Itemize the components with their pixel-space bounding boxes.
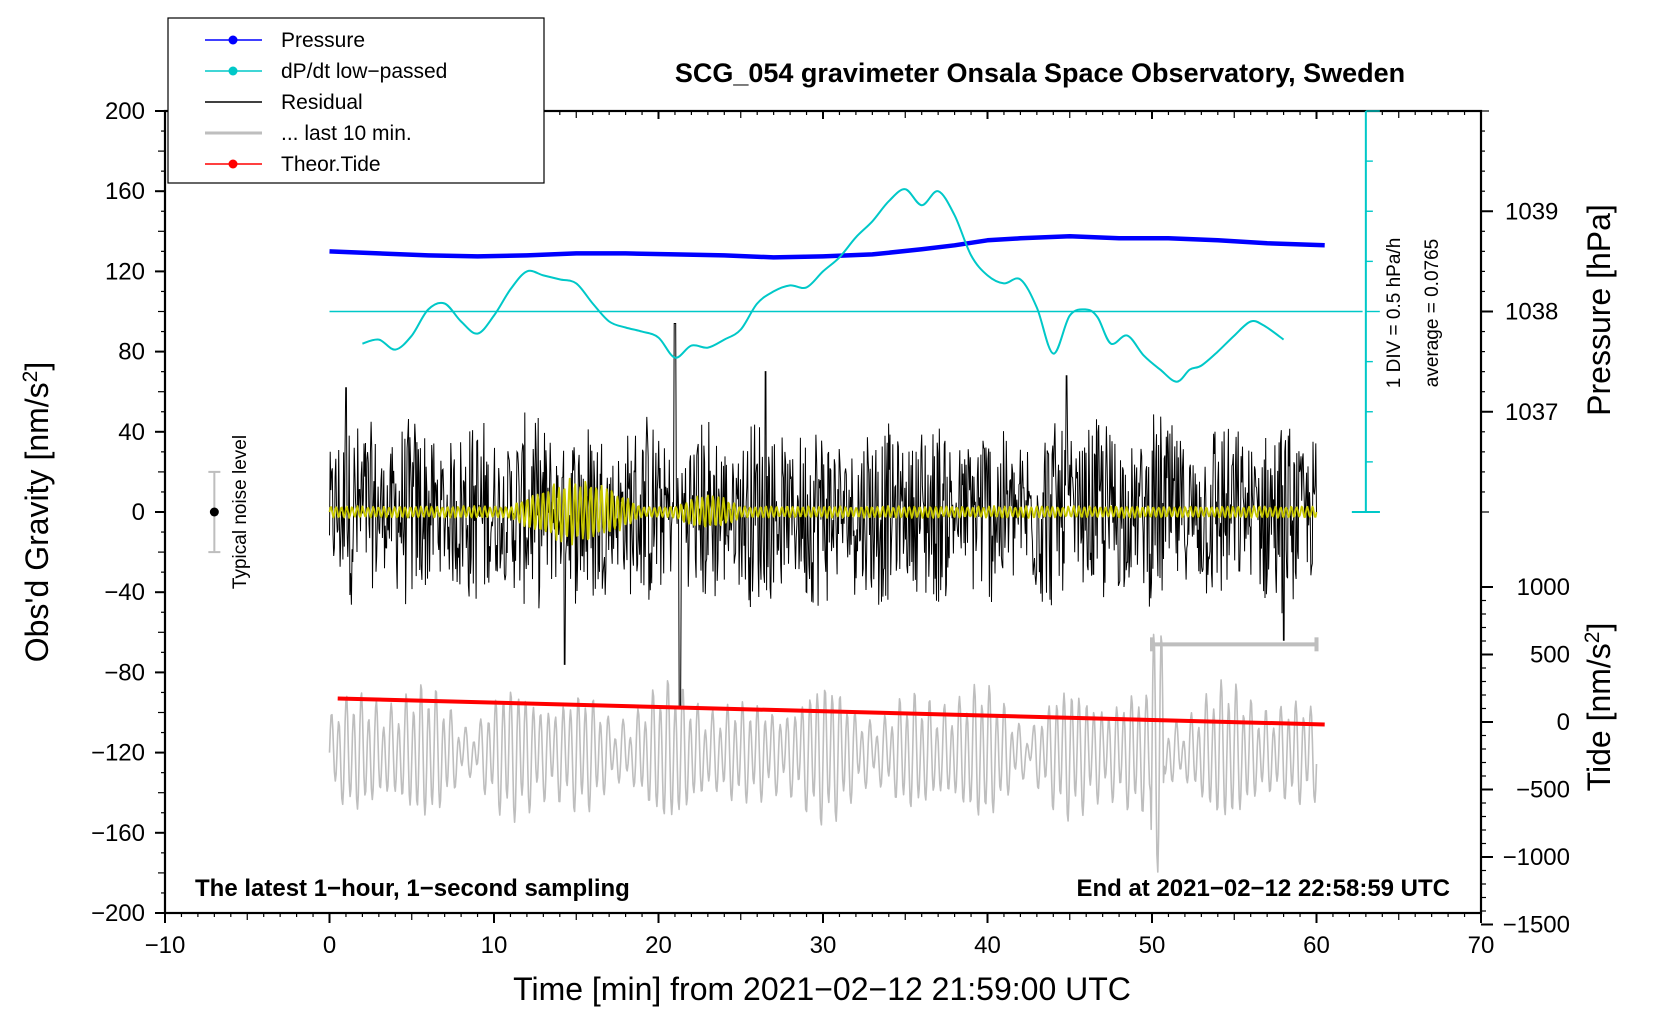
legend-label: ... last 10 min.	[281, 122, 412, 145]
pressure-tick-label: 1037	[1505, 399, 1558, 426]
tide-tick-label: −500	[1516, 777, 1570, 804]
noise-level-marker	[208, 470, 221, 554]
x-axis-label: Time [min] from 2021−02−12 21:59:00 UTC	[513, 971, 1131, 1007]
dpdt-scale-label: 1 DIV = 0.5 hPa/h	[1384, 238, 1405, 389]
chart-title: SCG_054 gravimeter Onsala Space Observat…	[675, 58, 1405, 88]
x-tick-label: 70	[1468, 932, 1495, 959]
theoretical-tide-line	[337, 696, 1325, 727]
y-tick-label: −120	[91, 740, 145, 767]
pressure-axis-label: Pressure [hPa]	[1581, 204, 1617, 416]
y-axis-label-close: ]	[19, 362, 55, 371]
y-tick-label: 40	[118, 419, 145, 446]
tide-axis-label-main: Tide [nm/s	[1581, 643, 1617, 791]
tide-tick-label: 500	[1530, 642, 1570, 669]
y-tick-label: −200	[91, 900, 145, 927]
y-tick-label: −80	[104, 659, 145, 686]
tide-axis-label: Tide [nm/s2]	[1581, 623, 1618, 792]
y-tick-label: −160	[91, 820, 145, 847]
footer-right: End at 2021−02−12 22:58:59 UTC	[1076, 875, 1450, 902]
dpdt-line	[362, 188, 1285, 383]
x-tick-label: 20	[645, 932, 672, 959]
x-tick-label: 50	[1139, 932, 1166, 959]
tide-tick-label: −1500	[1503, 912, 1570, 939]
x-tick-label: −10	[145, 932, 186, 959]
y-tick-label: 160	[105, 178, 145, 205]
y-axis-label: Obs'd Gravity [nm/s2]	[19, 362, 56, 663]
legend-marker	[228, 159, 238, 169]
tide-tick-label: 1000	[1517, 574, 1570, 601]
noise-level-label: Typical noise level	[230, 435, 251, 589]
tide-axis-label-sup: 2	[1581, 632, 1604, 644]
x-tick-label: 0	[323, 932, 336, 959]
y-axis: −200 −160 −120 −80 −40 0 40 80 120 160 200	[91, 98, 165, 927]
dpdt-average-label: average = 0.0765	[1422, 239, 1443, 387]
residual-line	[329, 323, 1317, 709]
y-tick-label: 0	[132, 499, 145, 526]
pressure-tick-label: 1039	[1505, 198, 1558, 225]
y-axis-label-sup: 2	[19, 371, 42, 383]
right-axes: 1037 1038 1039 1000 500 0 −500 −1000 −1500	[1351, 110, 1570, 939]
legend-marker	[228, 66, 238, 76]
y-tick-label: 80	[118, 339, 145, 366]
x-tick-label: 40	[974, 932, 1001, 959]
x-tick-label: 10	[481, 932, 508, 959]
x-tick-label: 30	[810, 932, 837, 959]
y-tick-label: 120	[105, 258, 145, 285]
legend-label: Residual	[281, 91, 363, 114]
plot-series	[328, 188, 1363, 873]
footer-left: The latest 1−hour, 1−second sampling	[195, 875, 630, 902]
y-tick-label: −40	[104, 579, 145, 606]
pressure-tick-label: 1038	[1505, 299, 1558, 326]
pressure-line	[329, 234, 1325, 260]
y-tick-label: 200	[105, 98, 145, 125]
legend: Pressure dP/dt low−passed Residual ... last…	[167, 17, 545, 184]
noise-level-dot	[209, 507, 219, 517]
legend-label: Theor.Tide	[281, 153, 381, 176]
tide-axis-label-close: ]	[1581, 623, 1617, 632]
legend-marker	[228, 35, 238, 45]
legend-label: Pressure	[281, 29, 365, 52]
last-10-min-line	[328, 633, 1318, 873]
x-tick-label: 60	[1303, 932, 1330, 959]
tide-tick-label: −1000	[1503, 844, 1570, 871]
tide-tick-label: 0	[1557, 709, 1570, 736]
legend-label: dP/dt low−passed	[281, 60, 447, 83]
legend-box	[167, 17, 545, 184]
residual-smoothed-line	[328, 477, 1318, 546]
y-axis-label-main: Obs'd Gravity [nm/s	[19, 382, 55, 662]
x-axis: −10 0 10 20 30 40 50 60 70	[145, 111, 1495, 959]
